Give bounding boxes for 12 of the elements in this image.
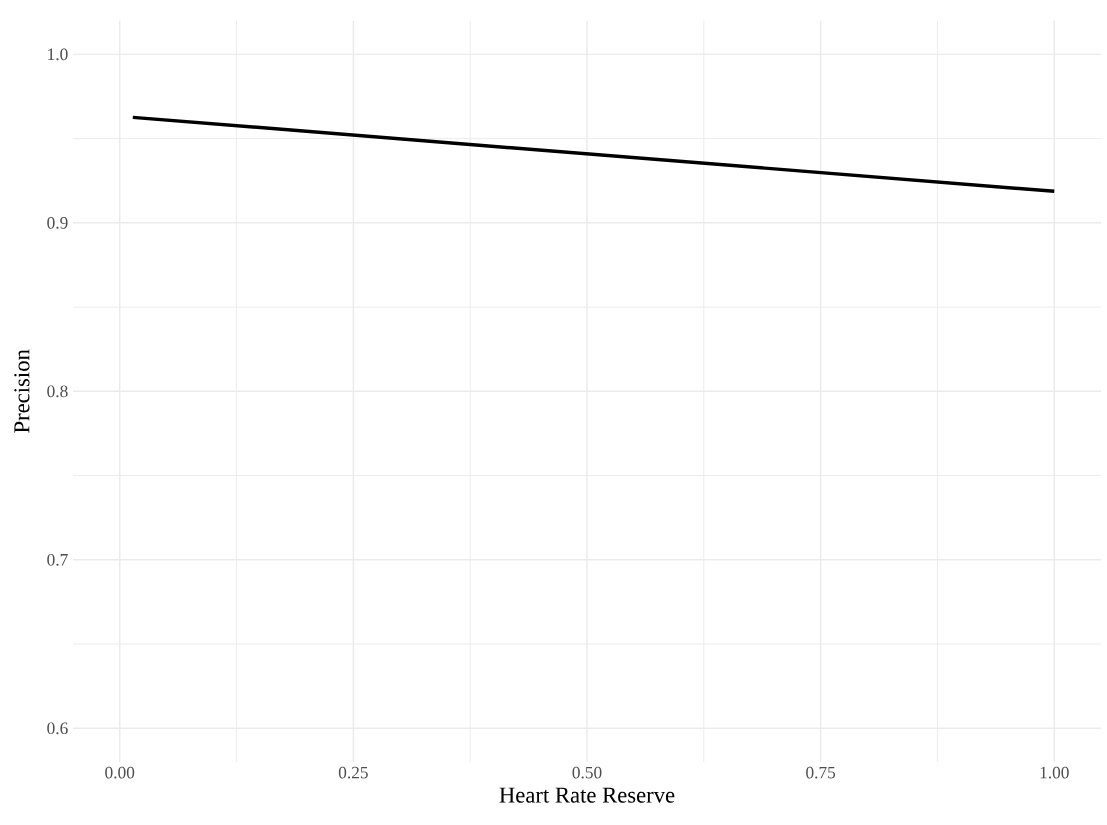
y-tick-label: 0.7 bbox=[47, 553, 68, 566]
y-tick-label: 0.8 bbox=[47, 385, 68, 398]
y-tick-label: 0.6 bbox=[47, 722, 68, 735]
x-tick-label: 0.75 bbox=[806, 766, 836, 779]
x-axis-title: Heart Rate Reserve bbox=[499, 787, 675, 803]
y-tick-label: 0.9 bbox=[47, 216, 68, 229]
x-tick-label: 0.25 bbox=[338, 766, 368, 779]
x-tick-label: 0.50 bbox=[572, 766, 602, 779]
x-tick-label: 1.00 bbox=[1040, 766, 1069, 779]
y-axis-title: Precision bbox=[14, 349, 30, 433]
y-tick-label: 1.0 bbox=[48, 48, 68, 61]
x-tick-label: 0.00 bbox=[105, 766, 135, 779]
